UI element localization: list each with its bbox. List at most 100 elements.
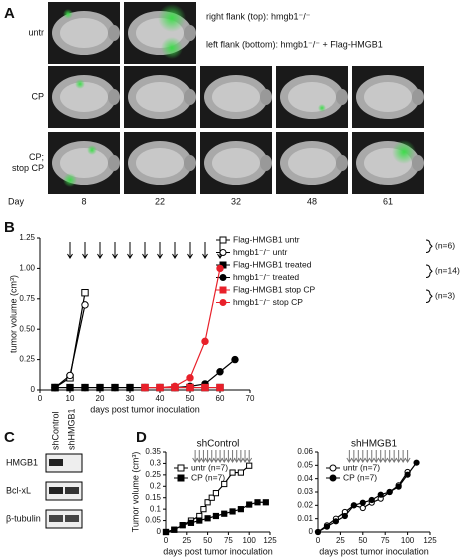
treatment-arrow: [212, 450, 219, 463]
marker: [51, 383, 59, 392]
legend-marker: [219, 286, 227, 294]
marker: [186, 374, 194, 382]
treatment-arrow: [350, 450, 357, 463]
x-tick-label: 40: [156, 394, 165, 403]
western-blot: [45, 453, 83, 529]
treatment-arrow: [196, 450, 203, 463]
marker: [314, 528, 322, 536]
marker: [81, 301, 89, 309]
band-label: β-tubulin: [6, 513, 41, 523]
legend-marker: [177, 464, 185, 472]
panel-label: C: [4, 429, 15, 446]
marker: [386, 488, 393, 496]
panel-label: D: [136, 429, 147, 446]
legend-symbol: [219, 286, 227, 294]
x-tick-label: 10: [66, 394, 75, 403]
treatment-arrow: [221, 450, 228, 463]
treatment-arrow: [404, 450, 411, 463]
treatment-arrow: [346, 450, 353, 463]
x-tick-label: 75: [381, 536, 390, 545]
y-axis-label: Tumor volume (cm³): [130, 452, 140, 533]
treatment-arrow: [229, 450, 236, 463]
marker: [66, 371, 74, 380]
legend-label: hmgb1⁻/⁻ untr: [233, 247, 288, 257]
panel-label: B: [4, 219, 15, 236]
x-tick-label: 50: [358, 536, 367, 545]
annotation: right flank (top): hmgb1⁻/⁻: [206, 11, 311, 21]
marker: [141, 383, 149, 392]
day-label: Day: [8, 196, 25, 206]
band-label: Bcl-xL: [6, 485, 31, 495]
x-axis-label: days post tumor inoculation: [319, 546, 429, 556]
legend-symbol: [329, 474, 337, 482]
treatment-arrow: [368, 450, 375, 463]
legend-marker: [177, 474, 185, 482]
treatment-arrow: [112, 242, 118, 259]
y-tick-label: 0: [157, 527, 162, 536]
marker: [359, 504, 366, 512]
row-label: CP; stop CP: [12, 152, 44, 173]
legend-symbol: [219, 236, 227, 244]
treatment-arrow: [246, 450, 253, 463]
lane-label: shControl: [50, 411, 60, 450]
marker: [156, 383, 164, 392]
legend-label: untr (n=7): [343, 462, 380, 472]
y-tick-label: 0.2: [150, 481, 162, 490]
day: 32: [231, 196, 241, 206]
legend-symbol: [219, 299, 227, 306]
legend-symbol: [177, 474, 185, 482]
legend-label: Flag-HMGB1 untr: [233, 234, 300, 244]
marker: [171, 382, 179, 391]
marker: [212, 512, 220, 520]
legend-label: untr (n=7): [191, 462, 228, 472]
x-tick-label: 0: [316, 536, 321, 545]
legend-brace: [425, 289, 433, 303]
marker: [350, 502, 357, 509]
row-label: untr: [28, 27, 44, 37]
legend-marker: [219, 236, 227, 244]
y-tick-label: 0.01: [297, 514, 313, 523]
treatment-arrow: [364, 450, 371, 463]
marker: [201, 383, 209, 392]
marker: [212, 490, 220, 497]
treatment-arrow: [377, 450, 384, 463]
legend-symbol: [329, 464, 337, 472]
day: 61: [383, 196, 393, 206]
marker: [162, 528, 170, 536]
legend-brace: [425, 264, 433, 278]
marker: [208, 494, 215, 501]
series-line: [145, 268, 221, 389]
x-tick-label: 70: [246, 394, 255, 403]
x-tick-label: 25: [182, 536, 191, 545]
marker: [66, 383, 74, 392]
chart-title: shHMGB1: [351, 439, 398, 450]
legend-symbol: [219, 249, 227, 256]
y-tick-label: 0: [31, 385, 36, 394]
marker: [196, 517, 203, 524]
treatment-arrow: [233, 450, 240, 463]
marker: [204, 499, 211, 506]
treatment-arrow: [202, 242, 208, 259]
annotation: left flank (bottom): hmgb1⁻/⁻ + Flag-HMG…: [206, 39, 383, 49]
legend-marker: [219, 299, 227, 306]
x-tick-label: 60: [216, 394, 225, 403]
x-tick-label: 20: [96, 394, 105, 403]
x-tick-label: 50: [186, 394, 195, 403]
treatment-arrow: [237, 450, 244, 463]
y-tick-label: 0.50: [19, 324, 35, 333]
day: 22: [155, 196, 165, 206]
marker: [323, 523, 331, 530]
legend-label: Flag-HMGB1 stop CP: [233, 284, 316, 294]
marker: [216, 383, 224, 392]
treatment-arrow: [217, 450, 224, 463]
x-tick-label: 100: [401, 536, 415, 545]
marker: [200, 506, 207, 513]
treatment-arrow: [400, 450, 407, 463]
lane-label: shHMGB1: [66, 408, 76, 450]
legend-marker: [329, 474, 337, 482]
treatment-arrow: [355, 450, 362, 463]
marker: [231, 355, 239, 364]
legend-label: CP (n=7): [343, 472, 377, 482]
x-tick-label: 0: [38, 394, 43, 403]
legend-marker: [219, 249, 227, 256]
